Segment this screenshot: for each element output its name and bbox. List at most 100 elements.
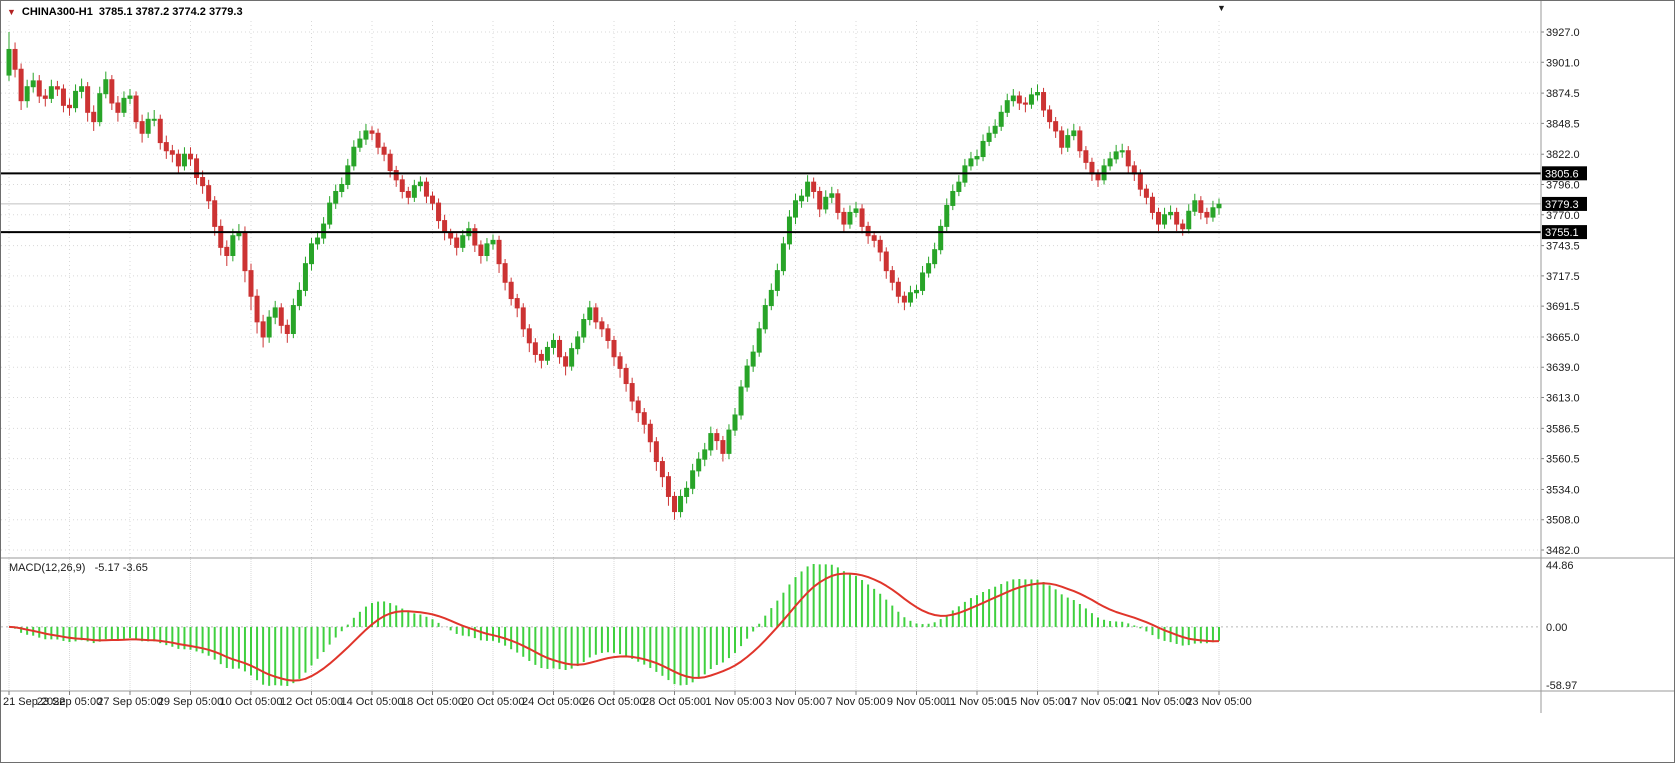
macd-axis-labels: 44.86 0.00 -58.97: [1546, 560, 1577, 692]
candle: [145, 118, 151, 134]
candle: [454, 237, 460, 248]
price-axis-label: 3717.5: [1546, 271, 1580, 283]
candle: [599, 321, 605, 330]
candle: [399, 179, 405, 192]
candle: [1204, 211, 1210, 218]
candle: [720, 440, 726, 454]
candle: [363, 130, 369, 140]
candle: [490, 239, 496, 245]
price-axis-label: 3901.0: [1546, 57, 1580, 69]
candle: [224, 246, 230, 256]
candle: [1156, 211, 1161, 225]
chart-shift-marker-icon[interactable]: ▼: [1217, 3, 1226, 13]
candle: [1168, 211, 1174, 216]
candle: [665, 476, 671, 497]
candle: [865, 225, 871, 237]
macd-signal-line: [8, 572, 1220, 682]
candle: [24, 86, 30, 102]
candle: [871, 235, 877, 241]
candle: [6, 48, 12, 76]
candle: [835, 193, 841, 213]
price-axis-label: 3482.0: [1546, 545, 1580, 557]
candle: [460, 235, 466, 248]
price-axis-label: 3874.5: [1546, 88, 1580, 100]
time-axis-label: 1 Nov 05:00: [705, 696, 764, 708]
candle: [18, 68, 24, 102]
candle: [230, 235, 236, 256]
price-axis-label: 3534.0: [1546, 484, 1580, 496]
candle: [151, 118, 157, 121]
candle: [744, 365, 750, 388]
candle: [1174, 211, 1180, 225]
candle: [569, 348, 575, 367]
candle: [1053, 121, 1059, 132]
candle: [859, 208, 865, 227]
candle: [351, 146, 357, 167]
candle: [986, 132, 992, 142]
macd-indicator-label: MACD(12,26,9) -5.17 -3.65: [9, 562, 148, 574]
candle: [242, 231, 248, 272]
candle: [702, 449, 708, 460]
price-axis-label: 3822.0: [1546, 149, 1580, 161]
symbol-marker-icon: ▼: [7, 6, 16, 17]
candle: [1016, 95, 1022, 104]
candle: [980, 140, 986, 158]
candle: [272, 307, 278, 318]
candle: [1186, 210, 1192, 230]
candle: [309, 243, 314, 265]
candle: [436, 202, 442, 222]
candle: [514, 298, 520, 309]
candle: [1010, 95, 1016, 102]
price-tag-label: 3779.3: [1545, 199, 1579, 211]
price-axis-label: 3665.0: [1546, 332, 1580, 344]
price-axis-label: 3691.5: [1546, 301, 1580, 313]
candle: [1180, 223, 1186, 230]
price-tag: [1542, 166, 1587, 181]
candle: [1119, 150, 1125, 153]
candle: [557, 339, 563, 358]
candle: [1022, 102, 1028, 105]
candle: [91, 111, 97, 123]
candle: [1216, 203, 1222, 209]
candle: [914, 289, 919, 294]
candle: [732, 414, 738, 431]
candle: [696, 458, 702, 472]
grid-layer: [1, 21, 1541, 690]
time-axis-label: 12 Oct 05:00: [280, 696, 343, 708]
candle: [496, 239, 502, 265]
candle: [478, 244, 484, 256]
candle: [678, 495, 684, 513]
candle: [938, 225, 944, 251]
candle: [538, 353, 544, 361]
candle: [67, 104, 72, 109]
price-axis-labels: 3927.0 3901.0 3874.5 3848.5 3822.0 3796.0 3770…: [1541, 27, 1580, 557]
candle: [248, 270, 254, 297]
candle: [345, 165, 351, 185]
candle: [266, 316, 272, 338]
candle: [157, 118, 163, 144]
candle: [188, 153, 193, 160]
candle: [944, 204, 950, 227]
candle: [756, 328, 762, 353]
candle: [635, 400, 641, 414]
candle: [115, 102, 121, 113]
candle: [278, 307, 284, 326]
time-axis-label: 23 Nov 05:00: [1186, 696, 1251, 708]
symbol-header: ▼ CHINA300-H1 3785.1 3787.2 3774.2 3779.…: [7, 6, 243, 18]
candle: [817, 190, 823, 210]
price-axis-label: 3586.5: [1546, 423, 1580, 435]
support-resistance-lines[interactable]: [1, 172, 1541, 234]
price-tag-label: 3805.6: [1545, 168, 1579, 180]
candle: [805, 181, 811, 197]
candle: [175, 153, 181, 167]
time-axis-label: 28 Oct 05:00: [643, 696, 706, 708]
time-axis-label: 10 Oct 05:00: [220, 696, 283, 708]
candle: [411, 185, 417, 198]
candle: [169, 150, 175, 155]
candle: [1210, 207, 1216, 218]
candle: [950, 190, 956, 206]
candle: [623, 367, 629, 385]
candle: [708, 433, 714, 451]
candle: [302, 263, 308, 291]
